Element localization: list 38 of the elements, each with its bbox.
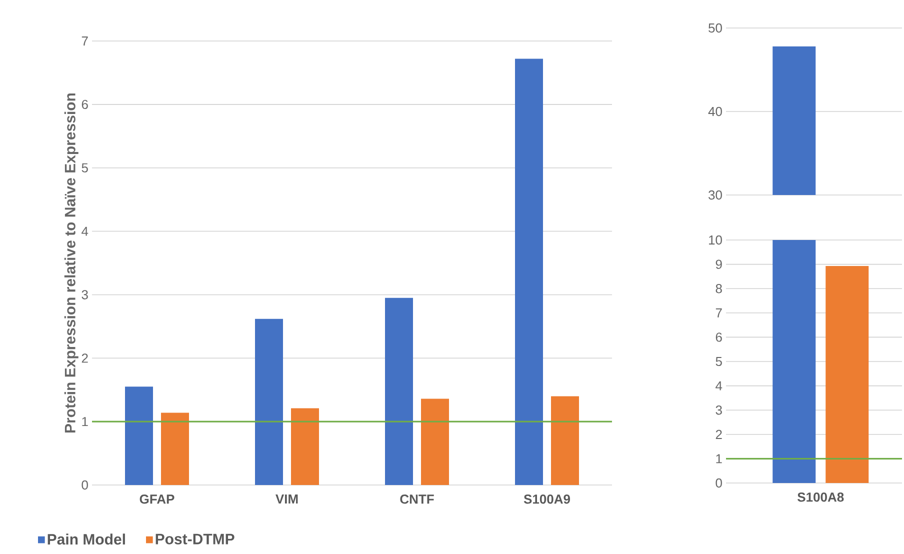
x-tick-label: S100A8 [798, 492, 844, 502]
y-tick-label: 0 [716, 478, 722, 488]
y-tick-label: 9 [716, 260, 722, 269]
y-tick-label: 5 [716, 356, 722, 366]
legend-label: Pain Model [48, 534, 125, 545]
y-tick-label: 6 [716, 332, 722, 342]
y-tick-label: 30 [708, 190, 722, 200]
y-tick-label: 1 [716, 454, 722, 464]
bar [255, 318, 284, 485]
y-tick-label: 0 [82, 480, 88, 490]
x-tick-label: S100A9 [524, 494, 570, 504]
y-tick-label: 5 [82, 163, 88, 172]
bar [291, 408, 319, 485]
y-tick-label: 7 [82, 36, 88, 46]
y-tick-label: 4 [716, 381, 722, 390]
bar [551, 396, 580, 485]
y-tick-label: 50 [708, 23, 722, 33]
bar [515, 58, 544, 485]
x-tick-label: GFAP [140, 494, 174, 504]
y-tick-label: 10 [709, 235, 722, 245]
bar [161, 412, 190, 485]
y-tick-label: 4 [82, 226, 88, 236]
y-tick-label: 40 [708, 106, 722, 116]
y-tick-label: 3 [716, 405, 722, 415]
bar [125, 386, 153, 485]
y-tick-label: 2 [82, 354, 88, 363]
y-axis-title: Protein Expression relative to Naïve Expression [64, 93, 78, 432]
bar [421, 398, 450, 485]
x-tick-label: CNTF [400, 494, 434, 504]
y-tick-label: 1 [82, 417, 88, 426]
legend-label: Post-DTMP [156, 534, 234, 544]
y-tick-label: 3 [82, 290, 88, 300]
y-tick-label: 2 [716, 430, 722, 439]
y-tick-label: 8 [716, 284, 722, 294]
x-tick-label: VIM [276, 494, 298, 504]
y-tick-label: 6 [82, 100, 88, 110]
y-tick-label: 7 [716, 308, 722, 318]
bar [385, 298, 413, 485]
